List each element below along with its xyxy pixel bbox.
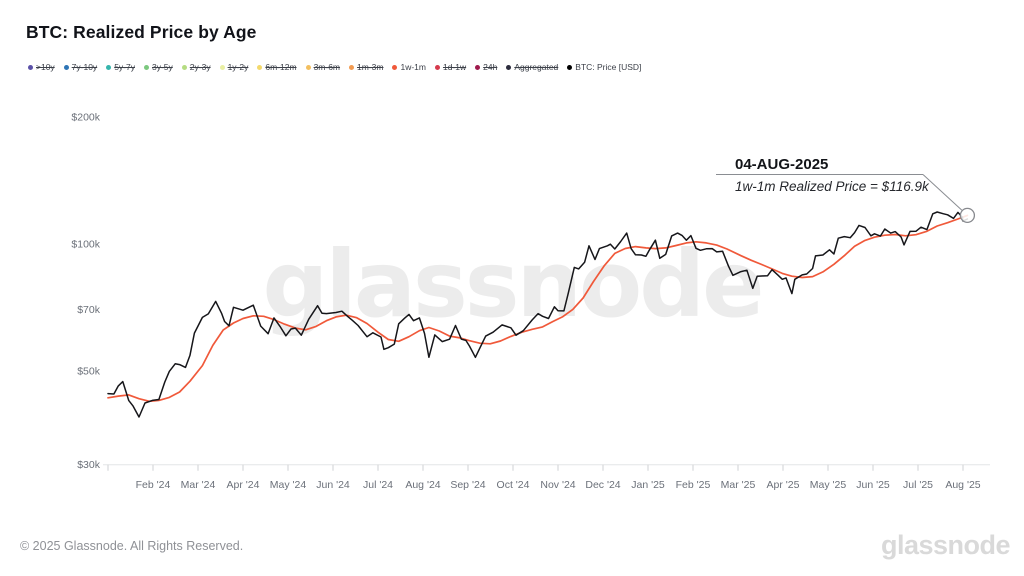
legend-item-6m-12m[interactable]: 6m-12m (257, 62, 297, 72)
legend-item-label: Aggregated (514, 62, 559, 72)
x-axis-label: Dec '24 (585, 479, 620, 491)
last-point-annotation: 04-AUG-2025 1w-1m Realized Price = $116.… (716, 156, 976, 224)
legend-item-label: 3y-5y (151, 62, 173, 72)
legend-item-label: 2y-3y (189, 62, 211, 72)
legend-item-label: BTC: Price [USD] (575, 62, 642, 72)
legend: >10y 7y-10y 5y-7y 3y-5y 2y-3y 1y-2y 6m-12m 3m-6… (28, 63, 641, 72)
page-title: BTC: Realized Price by Age (26, 22, 257, 42)
legend-dot (305, 64, 311, 70)
legend-dot (392, 64, 398, 70)
legend-item-24h[interactable]: 24h (475, 63, 497, 72)
last-point-marker[interactable] (959, 207, 976, 224)
legend-dot (506, 64, 512, 70)
legend-item-1y-2y[interactable]: 1y-2y (219, 62, 249, 72)
x-axis-label: Aug '24 (405, 479, 440, 491)
legend-dot (181, 64, 187, 70)
btc-price-line[interactable] (107, 211, 969, 418)
legend-item-1d-1w[interactable]: 1d-1w (434, 62, 467, 72)
x-axis-label: May '24 (270, 479, 307, 491)
x-axis-label: Jun '25 (856, 479, 890, 491)
annotation-date: 04-AUG-2025 (735, 156, 828, 173)
legend-item-label: 7y-10y (71, 62, 98, 72)
legend-item-3y-5y[interactable]: 3y-5y (143, 62, 173, 72)
legend-item-btc-price-usd-[interactable]: BTC: Price [USD] (567, 63, 641, 72)
x-axis-label: Mar '25 (721, 479, 756, 491)
y-axis-label: $100k (71, 239, 100, 251)
copyright-text: © 2025 Glassnode. All Rights Reserved. (20, 539, 244, 553)
realized-price-line[interactable] (107, 214, 969, 403)
legend-item-label: 1m-3m (357, 62, 384, 72)
legend-item-label: 1d-1w (442, 62, 467, 72)
legend-item-label: 6m-12m (265, 62, 297, 72)
x-axis-label: Feb '25 (676, 479, 711, 491)
x-axis-label: Jul '25 (903, 479, 933, 491)
x-axis-label: Nov '24 (540, 479, 575, 491)
legend-item--10y[interactable]: >10y (28, 63, 55, 72)
x-axis-label: Aug '25 (945, 479, 980, 491)
x-axis-label: Feb '24 (136, 479, 171, 491)
legend-dot (106, 64, 112, 70)
x-axis-label: Oct '24 (497, 479, 530, 491)
x-axis-label: Jun '24 (316, 479, 350, 491)
glassnode-watermark: glassnode (263, 231, 762, 338)
x-axis-label: May '25 (810, 479, 847, 491)
legend-item-5y-7y[interactable]: 5y-7y (106, 63, 135, 72)
legend-dot (143, 64, 149, 70)
legend-item-1w-1m[interactable]: 1w-1m (392, 63, 426, 72)
y-axis-label: $30k (77, 459, 101, 471)
legend-dot (349, 64, 355, 70)
legend-dot (63, 64, 69, 70)
y-axis-label: $200k (71, 112, 100, 124)
annotation-callout-line (922, 174, 963, 211)
legend-item-label: 5y-7y (114, 62, 135, 72)
legend-item-label: 24h (483, 62, 498, 72)
x-axis-label: Sep '24 (450, 479, 485, 491)
legend-item-label: 3m-6m (313, 62, 341, 72)
x-axis-label: Apr '25 (767, 479, 800, 491)
legend-item-label: >10y (36, 62, 55, 72)
legend-dot (434, 64, 440, 70)
legend-item-label: 1w-1m (400, 62, 426, 72)
legend-item-1m-3m[interactable]: 1m-3m (349, 63, 383, 72)
x-axis-label: Mar '24 (181, 479, 216, 491)
legend-dot (567, 64, 573, 70)
legend-dot (28, 64, 33, 70)
legend-dot (257, 64, 263, 70)
y-axis-label: $50k (77, 366, 101, 378)
x-axis-label: Jan '25 (631, 479, 665, 491)
legend-item-7y-10y[interactable]: 7y-10y (63, 62, 98, 72)
annotation-value: 1w-1m Realized Price = $116.9k (735, 179, 930, 194)
legend-item-2y-3y[interactable]: 2y-3y (181, 62, 211, 72)
legend-dot (219, 64, 225, 70)
x-axis-label: Apr '24 (227, 479, 260, 491)
legend-item-aggregated[interactable]: Aggregated (506, 63, 558, 72)
y-axis-label: $70k (77, 304, 101, 316)
x-axis-label: Jul '24 (363, 479, 393, 491)
legend-item-label: 1y-2y (227, 62, 249, 72)
glassnode-logo: glassnode (880, 530, 1011, 560)
legend-dot (475, 64, 481, 70)
legend-item-3m-6m[interactable]: 3m-6m (305, 62, 341, 72)
